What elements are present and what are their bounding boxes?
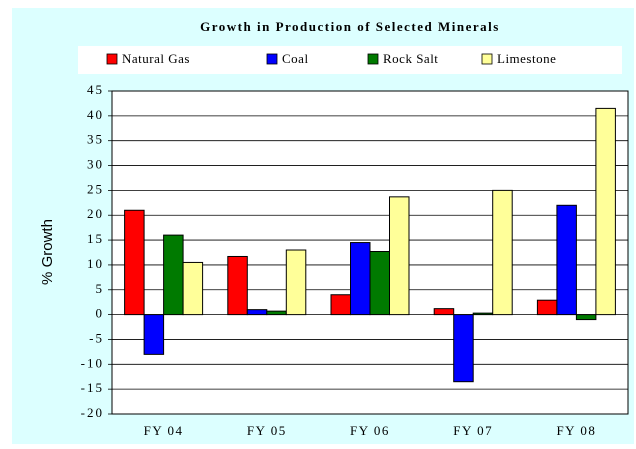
bar bbox=[492, 189, 513, 316]
y-tick-label: -10 bbox=[81, 355, 104, 370]
legend-label: Rock Salt bbox=[383, 51, 438, 66]
y-tick-label: 40 bbox=[87, 107, 104, 122]
legend-swatch bbox=[106, 53, 118, 65]
bar bbox=[595, 107, 616, 316]
bar bbox=[350, 242, 371, 316]
y-tick-label: 30 bbox=[87, 157, 104, 172]
bar bbox=[246, 309, 268, 316]
bar bbox=[556, 204, 577, 316]
legend-label: Limestone bbox=[497, 51, 556, 66]
y-tick-label: 5 bbox=[96, 281, 105, 296]
legend-swatch bbox=[266, 53, 278, 65]
bar bbox=[227, 255, 248, 316]
legend-swatch bbox=[481, 53, 493, 65]
y-tick-label: -15 bbox=[81, 380, 104, 395]
bar bbox=[182, 261, 204, 316]
y-tick-label: 0 bbox=[96, 306, 105, 321]
y-tick-label: -5 bbox=[89, 330, 104, 345]
bar bbox=[575, 314, 597, 321]
bar bbox=[163, 234, 184, 316]
x-tick-label: FY 04 bbox=[144, 423, 184, 438]
y-axis-label: % Growth bbox=[39, 219, 56, 285]
x-tick-label: FY 07 bbox=[453, 423, 493, 438]
legend-swatch bbox=[367, 53, 379, 65]
bar bbox=[143, 314, 165, 355]
y-tick-label: 25 bbox=[87, 181, 104, 196]
bar bbox=[433, 308, 455, 316]
bar bbox=[266, 310, 287, 316]
x-tick-label: FY 06 bbox=[350, 423, 390, 438]
bar bbox=[124, 209, 145, 316]
chart-title: Growth in Production of Selected Mineral… bbox=[200, 19, 500, 34]
y-tick-label: -20 bbox=[81, 405, 104, 420]
y-tick-label: 20 bbox=[87, 206, 104, 221]
bar bbox=[330, 294, 351, 316]
bar bbox=[472, 312, 494, 316]
legend bbox=[78, 46, 622, 74]
x-tick-label: FY 05 bbox=[247, 423, 287, 438]
legend-label: Coal bbox=[282, 51, 309, 66]
y-tick-label: 10 bbox=[87, 256, 104, 271]
bar bbox=[369, 251, 390, 316]
y-tick-label: 45 bbox=[87, 82, 104, 97]
y-tick-label: 35 bbox=[87, 132, 104, 147]
bar bbox=[285, 249, 307, 316]
x-tick-label: FY 08 bbox=[556, 423, 596, 438]
bar bbox=[389, 196, 410, 316]
bar bbox=[536, 299, 558, 316]
y-tick-label: 15 bbox=[87, 231, 104, 246]
bar bbox=[453, 314, 474, 383]
legend-label: Natural Gas bbox=[122, 51, 190, 66]
